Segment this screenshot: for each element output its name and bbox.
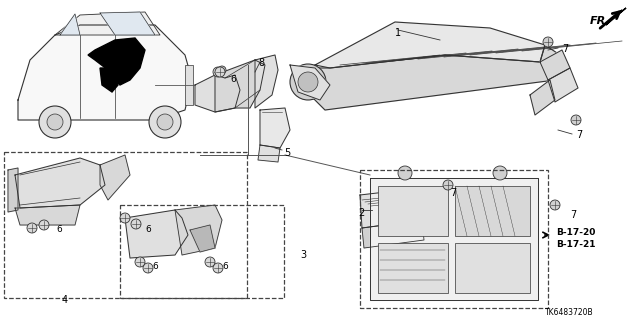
Polygon shape <box>310 45 560 110</box>
Circle shape <box>205 257 215 267</box>
Polygon shape <box>175 205 222 255</box>
Polygon shape <box>606 8 626 25</box>
Bar <box>120 205 284 298</box>
Text: 7: 7 <box>570 210 576 220</box>
Circle shape <box>543 37 553 47</box>
Circle shape <box>443 180 453 190</box>
Polygon shape <box>215 60 265 112</box>
Text: 1: 1 <box>395 28 401 38</box>
Circle shape <box>493 166 507 180</box>
Bar <box>378 243 448 293</box>
Circle shape <box>218 66 226 74</box>
Circle shape <box>27 223 37 233</box>
Circle shape <box>398 166 412 180</box>
Bar <box>370 178 538 300</box>
Text: 5: 5 <box>284 148 291 158</box>
Polygon shape <box>548 68 578 102</box>
Polygon shape <box>290 65 330 100</box>
Polygon shape <box>125 210 188 258</box>
Circle shape <box>47 114 63 130</box>
Text: B-17-21: B-17-21 <box>556 240 595 249</box>
Text: 2: 2 <box>358 208 364 218</box>
Polygon shape <box>55 12 160 35</box>
Text: 4: 4 <box>62 295 68 305</box>
Polygon shape <box>100 68 118 92</box>
Text: 7: 7 <box>562 44 568 54</box>
Polygon shape <box>260 108 290 148</box>
Text: 6: 6 <box>222 262 228 271</box>
Circle shape <box>157 114 173 130</box>
Circle shape <box>39 106 71 138</box>
Text: 6: 6 <box>56 225 61 234</box>
Polygon shape <box>18 25 192 120</box>
Circle shape <box>149 106 181 138</box>
Polygon shape <box>530 80 555 115</box>
Circle shape <box>290 64 326 100</box>
Polygon shape <box>362 220 424 248</box>
Circle shape <box>213 67 223 77</box>
Circle shape <box>135 257 145 267</box>
Bar <box>378 186 448 236</box>
Bar <box>185 65 193 105</box>
Circle shape <box>550 200 560 210</box>
Bar <box>455 186 530 236</box>
Circle shape <box>143 263 153 273</box>
Circle shape <box>213 263 223 273</box>
Polygon shape <box>540 50 570 80</box>
Polygon shape <box>360 188 422 228</box>
Text: 6: 6 <box>230 75 236 84</box>
Circle shape <box>120 213 130 223</box>
Text: 7: 7 <box>576 130 582 140</box>
Polygon shape <box>255 55 278 108</box>
Text: 7: 7 <box>450 188 456 198</box>
Polygon shape <box>370 178 538 300</box>
Polygon shape <box>15 158 105 208</box>
Polygon shape <box>100 12 155 35</box>
Polygon shape <box>195 75 240 112</box>
Polygon shape <box>190 225 215 252</box>
Text: 8: 8 <box>258 58 264 68</box>
Circle shape <box>298 72 318 92</box>
Circle shape <box>39 220 49 230</box>
Bar <box>360 170 548 308</box>
Polygon shape <box>100 155 130 200</box>
Text: FR.: FR. <box>590 16 611 26</box>
Polygon shape <box>60 14 80 35</box>
Bar <box>4 152 247 298</box>
Text: TK6483720B: TK6483720B <box>545 308 594 317</box>
Polygon shape <box>315 22 545 68</box>
Text: 6: 6 <box>145 225 151 234</box>
Polygon shape <box>15 205 80 225</box>
Bar <box>455 243 530 293</box>
Text: 3: 3 <box>300 250 306 260</box>
Text: B-17-20: B-17-20 <box>556 228 595 237</box>
Circle shape <box>131 219 141 229</box>
Circle shape <box>215 67 225 77</box>
Polygon shape <box>88 38 145 85</box>
Polygon shape <box>258 145 280 162</box>
Text: 6: 6 <box>152 262 157 271</box>
Polygon shape <box>8 168 18 212</box>
Circle shape <box>571 115 581 125</box>
